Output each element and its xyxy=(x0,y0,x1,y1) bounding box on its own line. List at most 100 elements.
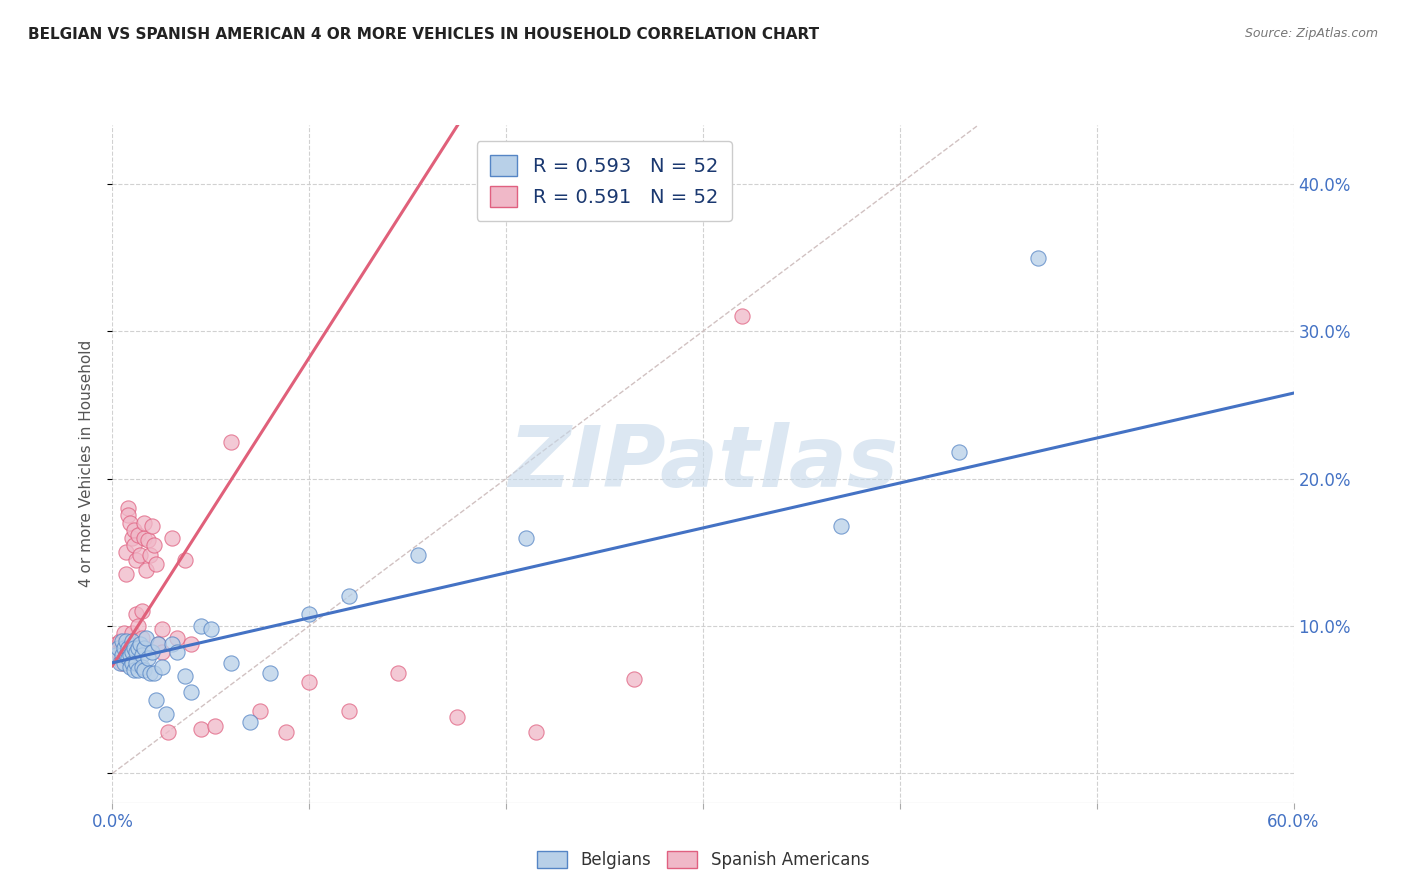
Point xyxy=(249,705,271,719)
Point xyxy=(160,637,183,651)
Point xyxy=(387,666,409,681)
Point xyxy=(125,552,148,566)
Text: ZIPatlas: ZIPatlas xyxy=(508,422,898,506)
Point xyxy=(406,548,429,562)
Point xyxy=(150,660,173,674)
Point xyxy=(160,531,183,545)
Point xyxy=(155,707,177,722)
Text: Source: ZipAtlas.com: Source: ZipAtlas.com xyxy=(1244,27,1378,40)
Y-axis label: 4 or more Vehicles in Household: 4 or more Vehicles in Household xyxy=(79,340,94,588)
Point xyxy=(166,631,188,645)
Point xyxy=(105,637,128,651)
Point xyxy=(132,663,155,677)
Point xyxy=(136,533,159,548)
Point xyxy=(122,663,145,677)
Point xyxy=(731,310,754,324)
Point xyxy=(141,645,163,659)
Point xyxy=(131,604,153,618)
Point xyxy=(112,656,135,670)
Point xyxy=(115,648,138,663)
Point xyxy=(274,725,297,739)
Point xyxy=(120,516,142,530)
Point xyxy=(129,548,152,562)
Point xyxy=(131,660,153,674)
Point xyxy=(219,656,242,670)
Point xyxy=(150,622,173,636)
Point xyxy=(180,685,202,699)
Point xyxy=(122,523,145,537)
Point xyxy=(515,531,537,545)
Point xyxy=(446,710,468,724)
Point xyxy=(112,641,135,656)
Point xyxy=(139,548,162,562)
Point xyxy=(136,651,159,665)
Point xyxy=(120,660,142,674)
Point xyxy=(239,714,262,729)
Point xyxy=(121,531,143,545)
Point xyxy=(190,722,212,736)
Point xyxy=(121,656,143,670)
Point xyxy=(146,637,169,651)
Point xyxy=(117,501,139,516)
Point xyxy=(122,538,145,552)
Point xyxy=(204,719,226,733)
Point xyxy=(145,692,167,706)
Point xyxy=(121,633,143,648)
Point xyxy=(132,531,155,545)
Point xyxy=(139,666,162,681)
Point xyxy=(110,633,132,648)
Point xyxy=(110,656,132,670)
Point xyxy=(117,651,139,665)
Point xyxy=(132,641,155,656)
Point xyxy=(146,637,169,651)
Point xyxy=(111,648,134,663)
Point xyxy=(524,725,547,739)
Point xyxy=(131,631,153,645)
Point xyxy=(125,607,148,622)
Point xyxy=(150,645,173,659)
Point xyxy=(111,633,134,648)
Text: BELGIAN VS SPANISH AMERICAN 4 OR MORE VEHICLES IN HOUSEHOLD CORRELATION CHART: BELGIAN VS SPANISH AMERICAN 4 OR MORE VE… xyxy=(28,27,820,42)
Point xyxy=(298,675,321,690)
Point xyxy=(145,557,167,571)
Point xyxy=(117,641,139,656)
Point xyxy=(121,645,143,659)
Point xyxy=(122,641,145,656)
Point xyxy=(117,508,139,523)
Point xyxy=(156,725,179,739)
Point xyxy=(111,641,134,656)
Point xyxy=(112,651,135,665)
Point xyxy=(135,631,157,645)
Point xyxy=(125,645,148,659)
Legend: Belgians, Spanish Americans: Belgians, Spanish Americans xyxy=(530,845,876,876)
Point xyxy=(127,527,149,541)
Point xyxy=(142,666,165,681)
Point xyxy=(111,656,134,670)
Point xyxy=(132,516,155,530)
Point xyxy=(131,648,153,663)
Point xyxy=(120,648,142,663)
Point xyxy=(1026,251,1049,265)
Point xyxy=(166,645,188,659)
Point xyxy=(129,637,152,651)
Point xyxy=(127,641,149,656)
Point xyxy=(127,663,149,677)
Point xyxy=(127,619,149,633)
Point xyxy=(200,622,222,636)
Point xyxy=(337,705,360,719)
Point xyxy=(115,633,138,648)
Point xyxy=(120,633,142,648)
Point xyxy=(180,637,202,651)
Point xyxy=(107,641,129,656)
Point xyxy=(121,626,143,640)
Point xyxy=(948,445,970,459)
Point xyxy=(190,619,212,633)
Point xyxy=(337,590,360,604)
Point xyxy=(174,552,197,566)
Point xyxy=(142,538,165,552)
Point xyxy=(115,545,138,559)
Point xyxy=(298,607,321,622)
Point xyxy=(105,648,128,663)
Point xyxy=(115,567,138,582)
Point xyxy=(112,626,135,640)
